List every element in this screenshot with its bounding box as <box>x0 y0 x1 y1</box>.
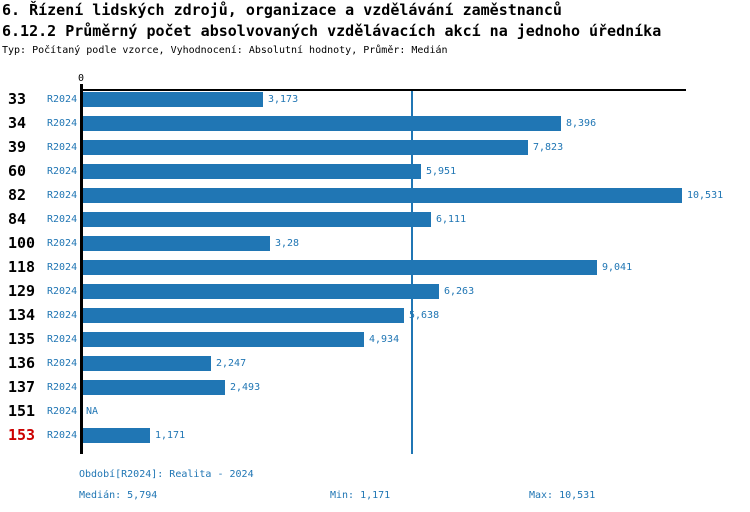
row-category-label: 84 <box>8 210 27 228</box>
row-period-label: R2024 <box>47 190 78 201</box>
report-title: 6. Řízení lidských zdrojů, organizace a … <box>2 1 562 19</box>
bar-value-label: 6,263 <box>444 286 475 297</box>
row-period-label: R2024 <box>47 310 78 321</box>
bar <box>83 260 597 275</box>
row-period-label: R2024 <box>47 214 78 225</box>
chart-row: 34 R2024 8,396 <box>0 116 750 131</box>
bar <box>83 164 421 179</box>
bar <box>83 332 364 347</box>
row-category-label: 100 <box>8 234 36 252</box>
row-category-label: 39 <box>8 138 27 156</box>
chart-row: 84 R2024 6,111 <box>0 212 750 227</box>
bar-value-label: 2,247 <box>216 358 247 369</box>
chart-row: 60 R2024 5,951 <box>0 164 750 179</box>
row-period-label: R2024 <box>47 94 78 105</box>
y-axis-line <box>80 84 83 454</box>
chart-row: 118 R2024 9,041 <box>0 260 750 275</box>
bar <box>83 356 211 371</box>
bar-value-label: 8,396 <box>566 118 597 129</box>
footer-min-stat: Min: 1,171 <box>330 490 391 501</box>
chart-meta-info: Typ: Počítaný podle vzorce, Vyhodnocení:… <box>2 45 448 56</box>
row-period-label: R2024 <box>47 430 78 441</box>
bar <box>83 428 150 443</box>
row-period-label: R2024 <box>47 358 78 369</box>
row-period-label: R2024 <box>47 166 78 177</box>
row-period-label: R2024 <box>47 406 78 417</box>
chart-row: 129 R2024 6,263 <box>0 284 750 299</box>
bar <box>83 380 225 395</box>
bar-value-label: 4,934 <box>369 334 400 345</box>
bar <box>83 188 682 203</box>
row-category-label: 151 <box>8 402 36 420</box>
bar <box>83 284 439 299</box>
row-period-label: R2024 <box>47 334 78 345</box>
chart-row: 33 R2024 3,173 <box>0 92 750 107</box>
row-category-label: 60 <box>8 162 27 180</box>
chart-row: 136 R2024 2,247 <box>0 356 750 371</box>
bar <box>83 92 263 107</box>
row-category-label: 34 <box>8 114 27 132</box>
bar-value-label: NA <box>86 406 99 417</box>
row-category-label: 33 <box>8 90 27 108</box>
bar-value-label: 5,638 <box>409 310 440 321</box>
row-category-label: 136 <box>8 354 36 372</box>
chart-row: 137 R2024 2,493 <box>0 380 750 395</box>
footer-median-stat: Medián: 5,794 <box>79 490 158 501</box>
x-axis-zero-tick-label: 0 <box>77 73 85 84</box>
row-period-label: R2024 <box>47 382 78 393</box>
row-category-label: 118 <box>8 258 36 276</box>
chart-row: 39 R2024 7,823 <box>0 140 750 155</box>
bar-value-label: 1,171 <box>155 430 186 441</box>
row-category-label: 134 <box>8 306 36 324</box>
row-period-label: R2024 <box>47 262 78 273</box>
row-category-label: 82 <box>8 186 27 204</box>
chart-row: 151 R2024 NA <box>0 404 750 419</box>
row-category-label: 153 <box>8 426 36 444</box>
row-category-label: 137 <box>8 378 36 396</box>
bar-value-label: 10,531 <box>687 190 724 201</box>
bar-value-label: 6,111 <box>436 214 467 225</box>
row-category-label: 135 <box>8 330 36 348</box>
bar <box>83 212 431 227</box>
bar-value-label: 3,28 <box>275 238 300 249</box>
chart-row: 82 R2024 10,531 <box>0 188 750 203</box>
bar-value-label: 7,823 <box>533 142 564 153</box>
chart-row: 135 R2024 4,934 <box>0 332 750 347</box>
row-period-label: R2024 <box>47 238 78 249</box>
chart-row: 134 R2024 5,638 <box>0 308 750 323</box>
bar-value-label: 3,173 <box>268 94 299 105</box>
bar <box>83 140 528 155</box>
bar <box>83 308 404 323</box>
row-period-label: R2024 <box>47 142 78 153</box>
footer-max-stat: Max: 10,531 <box>529 490 596 501</box>
footer-period-label: Období[R2024]: Realita - 2024 <box>79 469 254 480</box>
bar <box>83 116 561 131</box>
chart-title: 6.12.2 Průměrný počet absolvovaných vzdě… <box>2 22 662 40</box>
row-period-label: R2024 <box>47 286 78 297</box>
chart-row: 100 R2024 3,28 <box>0 236 750 251</box>
chart-row: 153 R2024 1,171 <box>0 428 750 443</box>
bar-value-label: 5,951 <box>426 166 457 177</box>
bar-value-label: 9,041 <box>602 262 633 273</box>
x-axis-line <box>80 89 686 91</box>
row-period-label: R2024 <box>47 118 78 129</box>
row-category-label: 129 <box>8 282 36 300</box>
bar <box>83 236 270 251</box>
bar-value-label: 2,493 <box>230 382 261 393</box>
